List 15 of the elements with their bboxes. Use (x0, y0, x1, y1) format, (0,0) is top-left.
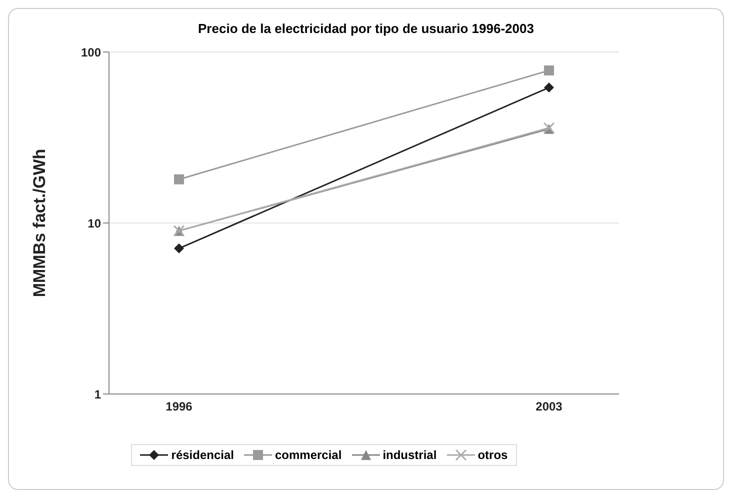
legend-label: commercial (274, 448, 342, 462)
x-tick-label: 1996 (166, 400, 193, 414)
y-tick-label: 100 (80, 45, 102, 60)
x-tick-label: 2003 (536, 400, 563, 414)
point (544, 65, 554, 76)
point (544, 82, 554, 92)
y-tick-label: 1 (94, 387, 102, 402)
legend-label: industrial (382, 448, 437, 462)
point (174, 243, 184, 254)
y-axis-title: MMMBs fact./GWh (30, 148, 50, 298)
legend-label: otros (476, 448, 508, 462)
point (174, 174, 184, 184)
chart-title: Precio de la electricidad por tipo de usuario 1996-2003 (197, 20, 535, 36)
legend-label: résidencial (170, 448, 234, 462)
y-tick-label: 10 (88, 216, 102, 230)
